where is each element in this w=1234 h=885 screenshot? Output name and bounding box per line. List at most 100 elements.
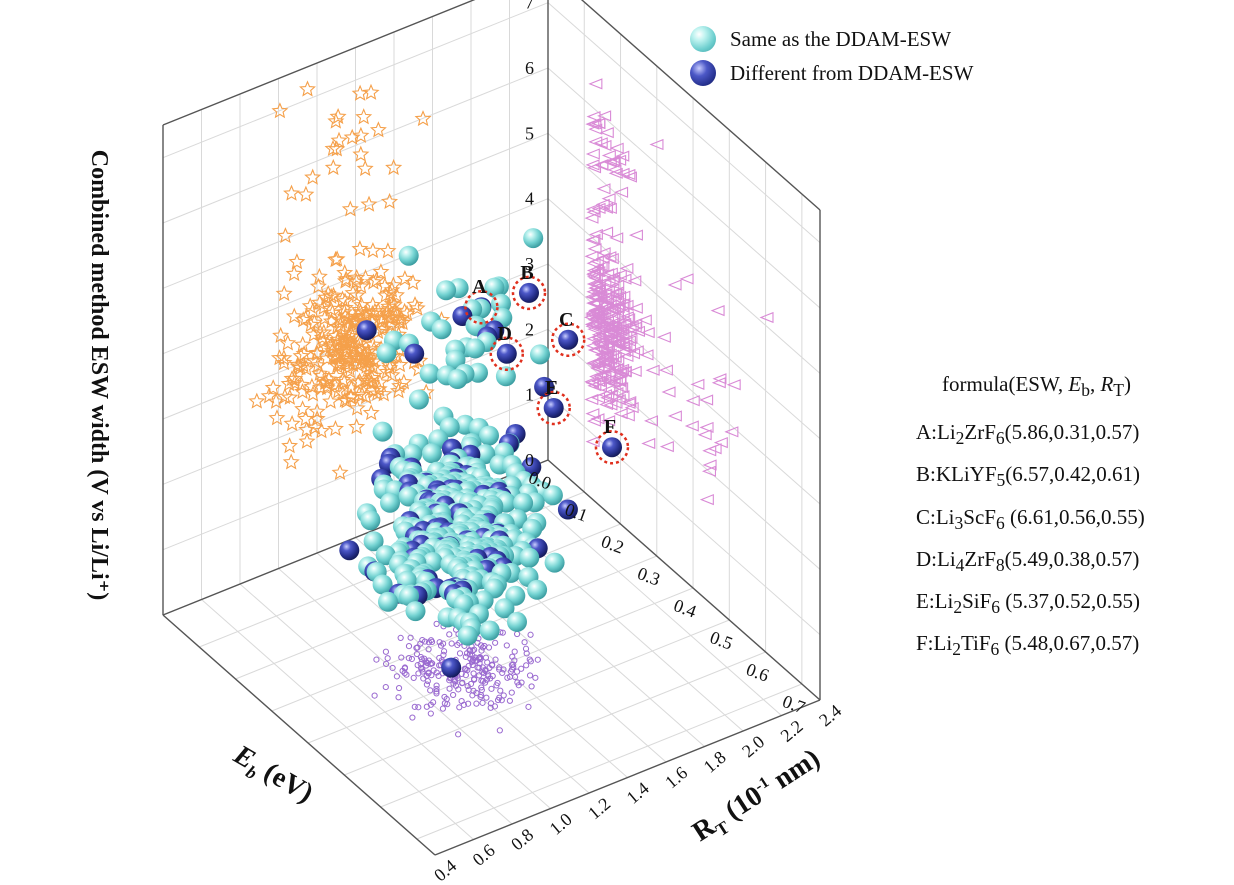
sphere-same (380, 492, 400, 513)
projection-star (406, 295, 424, 313)
projection-star (381, 309, 399, 326)
rt-tick-label: 1.6 (661, 763, 691, 793)
projection-star (336, 292, 354, 309)
projection-circle (528, 683, 535, 690)
projection-circle (518, 665, 525, 672)
projection-triangle (667, 279, 682, 291)
sphere-different (404, 343, 425, 364)
projection-star (364, 381, 382, 399)
sphere-same (398, 486, 419, 507)
projection-star (297, 410, 315, 427)
projection-circle (478, 684, 485, 691)
z-axis-title: Combined method ESW width (V vs Li/Li⁺) (86, 150, 112, 601)
projection-star (383, 366, 401, 383)
projection-star (281, 437, 299, 454)
projection-star (341, 200, 359, 217)
projection-circle (469, 652, 476, 659)
projection-star (395, 373, 413, 390)
projection-triangle (601, 149, 616, 162)
projection-star (322, 392, 340, 409)
projection-star (358, 353, 376, 370)
projection-triangle (608, 167, 623, 179)
sphere-same (372, 574, 393, 595)
projection-circle (415, 704, 422, 711)
projection-triangle (597, 389, 612, 401)
projection-circle (424, 660, 431, 667)
highlight-ring-a (464, 289, 499, 325)
projection-triangle (585, 408, 600, 420)
projection-star (352, 277, 370, 294)
projection-star (325, 286, 342, 303)
projection-triangle (597, 276, 612, 288)
projection-triangle (588, 136, 603, 148)
projection-star (351, 335, 369, 352)
legend-label-different: Different from DDAM-ESW (730, 60, 974, 85)
projection-star (331, 463, 349, 480)
projection-star (248, 392, 266, 409)
projection-triangle (590, 321, 605, 333)
projection-star (337, 335, 355, 353)
projection-triangle (594, 159, 609, 171)
sphere-same (431, 319, 452, 340)
sphere-same (360, 510, 381, 531)
projection-triangle (587, 344, 602, 356)
sphere-different (441, 657, 462, 678)
projection-circle (499, 669, 506, 677)
projection-circle (373, 656, 380, 663)
projection-star (328, 357, 346, 374)
data-spheres-layer (339, 228, 622, 678)
projection-triangle (609, 142, 624, 154)
projection-star (335, 303, 353, 320)
projection-triangle (627, 365, 642, 377)
projection-star (348, 399, 366, 416)
projection-star (387, 308, 404, 325)
rt-tick-label: 1.4 (623, 778, 653, 808)
projection-star (299, 80, 316, 97)
legend-swatch-different (690, 60, 716, 86)
projection-triangle (610, 279, 625, 291)
projection-triangle (610, 355, 625, 367)
projection-circle (427, 687, 434, 694)
eb-axis-title: Eb (eV) (226, 739, 319, 813)
projection-circle (483, 694, 490, 701)
projection-star (343, 128, 361, 145)
projection-star (304, 168, 322, 185)
projection-star (327, 112, 345, 129)
projection-triangle (622, 171, 637, 183)
projection-circle (465, 700, 472, 707)
projection-circle (521, 639, 528, 646)
sphere-same (408, 389, 429, 410)
projection-circle (497, 687, 504, 694)
sphere-same (479, 425, 499, 446)
projection-triangle (586, 333, 601, 345)
projection-triangle (586, 415, 601, 427)
gridline-left-z (547, 67, 821, 309)
projection-circle (419, 666, 426, 673)
projection-triangle (712, 373, 727, 385)
projection-star (357, 304, 375, 321)
sphere-same (513, 492, 534, 513)
projection-triangle (699, 394, 714, 406)
projection-star (347, 272, 365, 290)
projection-circle (405, 642, 413, 650)
projection-triangle (623, 332, 638, 345)
projection-star (372, 263, 390, 280)
projection-triangle (710, 305, 725, 317)
projection-star (404, 273, 422, 291)
sphere-same (495, 366, 516, 387)
eb-tick-label: 0.3 (635, 563, 663, 589)
sphere-same (457, 625, 478, 646)
projection-star (285, 307, 303, 324)
frame-edge (162, 0, 476, 126)
projection-circle (494, 696, 502, 704)
projection-star (336, 391, 354, 408)
rt-tick-label: 0.8 (507, 825, 537, 855)
sphere-different (543, 398, 564, 418)
highlight-ring-b (511, 275, 547, 311)
projection-triangle (609, 386, 624, 399)
projection-circle (506, 697, 513, 704)
projection-triangle (609, 309, 624, 321)
projection-circle (433, 620, 440, 627)
projection-star (324, 158, 342, 176)
projection-circle (395, 684, 403, 692)
